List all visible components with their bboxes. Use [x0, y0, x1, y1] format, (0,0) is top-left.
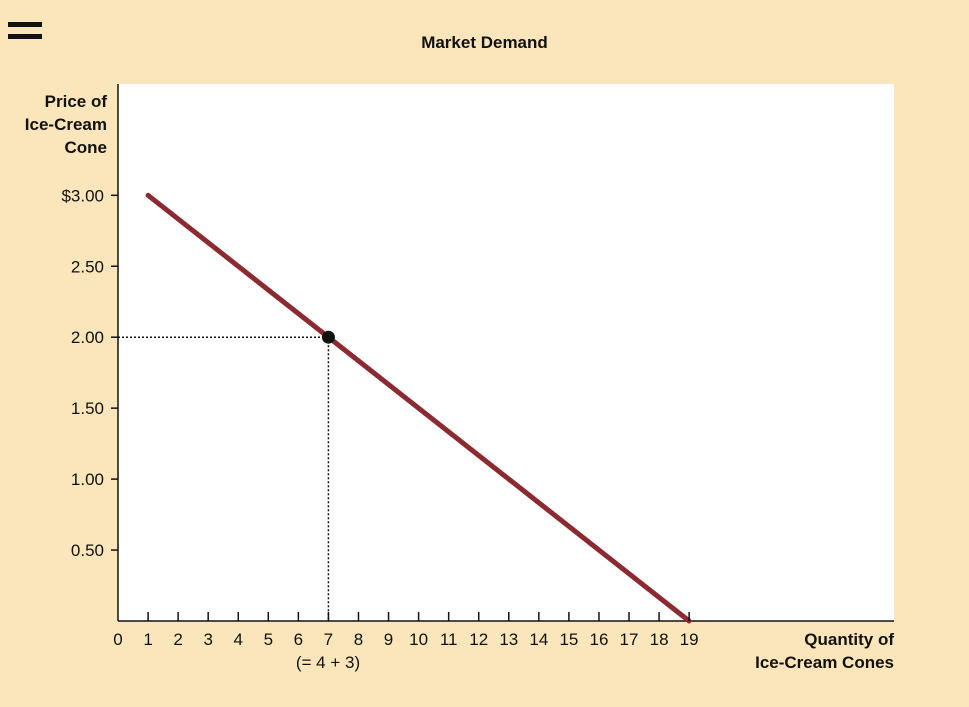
x-tick-label: 8 [354, 630, 363, 649]
x-tick-label: 13 [499, 630, 518, 649]
x-tick-label: 17 [620, 630, 639, 649]
x-tick-label: 4 [234, 630, 243, 649]
x-tick-label: 14 [529, 630, 548, 649]
y-tick-label: 2.00 [71, 328, 104, 347]
y-axis-title-line-1: Price of [45, 92, 108, 111]
axes [117, 84, 894, 622]
chart-title: Market Demand [421, 33, 548, 52]
y-tick-label: 0.50 [71, 541, 104, 560]
x-tick-label: 1 [143, 630, 152, 649]
x-tick-label: 11 [440, 630, 458, 649]
x-tick-label: 12 [469, 630, 488, 649]
y-axis-ticks: 0.50 1.00 1.50 2.00 2.50 $3.00 [61, 186, 118, 560]
market-point [321, 330, 335, 344]
series-layer [145, 192, 692, 624]
y-tick-label: $3.00 [61, 186, 104, 205]
y-axis-title-line-3: Cone [65, 138, 108, 157]
x-tick-label: 9 [384, 630, 393, 649]
x-tick-label: 7 [324, 630, 333, 649]
x-tick-label: 18 [650, 630, 669, 649]
x-tick-label: 6 [294, 630, 303, 649]
y-tick-label: 2.50 [71, 257, 104, 276]
x-tick-label: 19 [680, 630, 699, 649]
x-tick-label: 10 [409, 630, 428, 649]
y-axis-title-line-2: Ice-Cream [25, 115, 107, 134]
x-tick-label: 3 [203, 630, 212, 649]
x-tick-label: 5 [264, 630, 273, 649]
x-axis-title-line-2: Ice-Cream Cones [755, 653, 894, 672]
x-tick-label: 0 [113, 630, 122, 649]
x-tick-label: 2 [173, 630, 182, 649]
y-tick-label: 1.00 [71, 470, 104, 489]
equals-sign-icon [8, 22, 42, 42]
x-tick-label: 16 [589, 630, 608, 649]
guide-lines [118, 336, 330, 621]
plot-area [118, 84, 894, 621]
x-axis-title-line-1: Quantity of [804, 630, 894, 649]
demand-curve [145, 192, 692, 624]
y-tick-label: 1.50 [71, 399, 104, 418]
x-annotation: (= 4 + 3) [296, 653, 360, 672]
x-tick-label: 15 [559, 630, 578, 649]
x-axis-ticks: 0 1 2 3 4 5 6 7 8 9 10 11 12 13 14 15 16 17 18 19 [113, 612, 699, 649]
